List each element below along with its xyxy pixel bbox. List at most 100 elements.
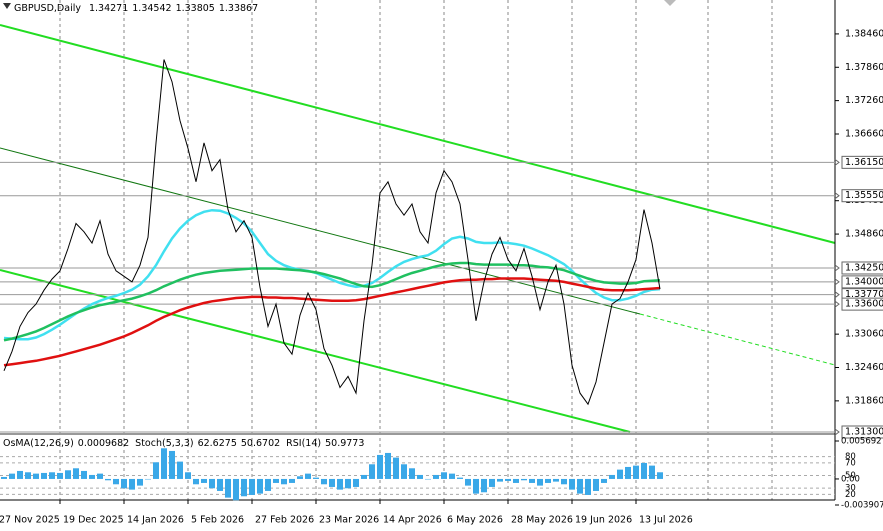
- level-box: [841, 275, 883, 289]
- osma-bar: [249, 478, 255, 495]
- osma-bar: [401, 464, 407, 479]
- osma-bar: [513, 478, 519, 483]
- x-tick-label: 5 Feb 2026: [191, 515, 244, 526]
- osma-bar: [577, 478, 583, 494]
- osma-bar: [241, 478, 247, 497]
- y-tick-label: 1.36660: [845, 128, 883, 139]
- osma-bar: [545, 478, 551, 483]
- indicator-name: RSI(14): [286, 438, 321, 449]
- indicator-value: 50.9773: [325, 438, 364, 449]
- ohlc-value: 1.34542: [132, 3, 171, 14]
- osma-tick-label: 0.00: [841, 474, 860, 484]
- y-tick-label: 1.33060: [845, 329, 883, 340]
- ohlc-value: 1.33805: [176, 3, 215, 14]
- osma-bar: [425, 478, 431, 480]
- osma-bar: [89, 474, 95, 479]
- osma-bar: [17, 470, 23, 479]
- indicator-value: 62.6275: [198, 438, 237, 449]
- x-tick-label: 28 May 2026: [511, 515, 573, 526]
- osma-bar: [201, 478, 207, 483]
- x-tick-label: 19 Jun 2026: [575, 515, 632, 526]
- oscillator-level-label: 50: [845, 471, 856, 481]
- osma-bar: [345, 478, 351, 489]
- moving-average: [3, 277, 661, 367]
- oscillator-level-label: 20: [845, 490, 856, 500]
- indicator-name: Stoch(5,3,3): [135, 438, 193, 449]
- osma-bar: [185, 472, 191, 479]
- channel-lower: [0, 269, 631, 433]
- x-tick-label: 19 Dec 2025: [63, 515, 124, 526]
- menu-icon[interactable]: [3, 3, 11, 9]
- osma-bar: [281, 478, 287, 485]
- osma-bar: [97, 473, 103, 479]
- osma-bar: [369, 464, 375, 479]
- level-box: [841, 261, 883, 275]
- moving-average: [3, 208, 661, 341]
- osma-bar: [361, 474, 367, 479]
- osma-bar: [137, 478, 143, 486]
- osma-bar: [601, 478, 607, 483]
- level-box: [841, 189, 883, 203]
- osma-bar: [57, 472, 63, 479]
- osma-bar: [193, 478, 199, 485]
- osma-bar: [457, 477, 463, 479]
- osma-bar: [441, 472, 447, 479]
- osma-bar: [225, 478, 231, 498]
- level-marker: [834, 291, 840, 299]
- osma-bar: [353, 478, 359, 487]
- osma-bar: [25, 472, 31, 479]
- level-label: 1.34000: [845, 276, 883, 287]
- channel-mid-extension: [639, 313, 836, 366]
- osma-bar: [289, 478, 295, 483]
- x-tick-label: 14 Apr 2026: [383, 515, 442, 526]
- ohlc-value: 1.33867: [219, 3, 258, 14]
- osma-bar: [81, 470, 87, 479]
- osma-bar: [329, 478, 335, 487]
- y-tick-label: 1.32460: [845, 362, 883, 373]
- osma-bar: [641, 462, 647, 479]
- osma-bar: [569, 478, 575, 490]
- osma-bar: [649, 465, 655, 479]
- level-marker: [834, 264, 840, 272]
- osma-bar: [625, 466, 631, 479]
- osma-bar: [449, 473, 455, 479]
- osma-bar: [65, 470, 71, 479]
- osma-bar: [49, 472, 55, 479]
- x-tick-label: 13 Jul 2026: [639, 515, 693, 526]
- osma-bar: [537, 478, 543, 486]
- x-tick-label: 6 May 2026: [447, 515, 503, 526]
- osma-bar: [321, 478, 327, 485]
- osma-bar: [417, 474, 423, 479]
- level-marker: [834, 158, 840, 166]
- x-tick-label: 14 Jan 2026: [127, 515, 184, 526]
- osma-bar: [433, 474, 439, 479]
- osma-bar: [169, 450, 175, 479]
- osma-bar: [145, 478, 151, 480]
- level-marker: [834, 192, 840, 200]
- osma-bar: [473, 478, 479, 494]
- y-tick-label: 1.37260: [845, 95, 883, 106]
- osma-bar: [297, 476, 303, 479]
- indicator-value: 0.0009682: [78, 438, 129, 449]
- y-tick-label: 1.31860: [845, 395, 883, 406]
- osma-tick-label: -0.003907: [841, 501, 883, 511]
- osma-tick-label: 0.005692: [841, 437, 882, 447]
- osma-bar: [337, 478, 343, 490]
- osma-bar: [529, 478, 535, 483]
- osma-bar: [489, 478, 495, 487]
- osma-bar: [497, 478, 503, 482]
- level-label: 1.33600: [845, 299, 883, 310]
- indicator-name: OsMA(12,26,9): [3, 438, 74, 449]
- osma-bar: [617, 469, 623, 479]
- level-marker: [834, 428, 840, 436]
- osma-bar: [305, 473, 311, 479]
- y-tick-label: 1.37860: [845, 62, 883, 73]
- level-marker: [834, 278, 840, 286]
- channel-upper: [0, 24, 836, 244]
- level-label: 1.33770: [845, 289, 883, 300]
- osma-bar: [265, 478, 271, 491]
- osma-bar: [553, 478, 559, 482]
- shift-marker: [664, 0, 676, 6]
- osma-bar: [561, 478, 567, 485]
- level-label: 1.31300: [845, 427, 883, 438]
